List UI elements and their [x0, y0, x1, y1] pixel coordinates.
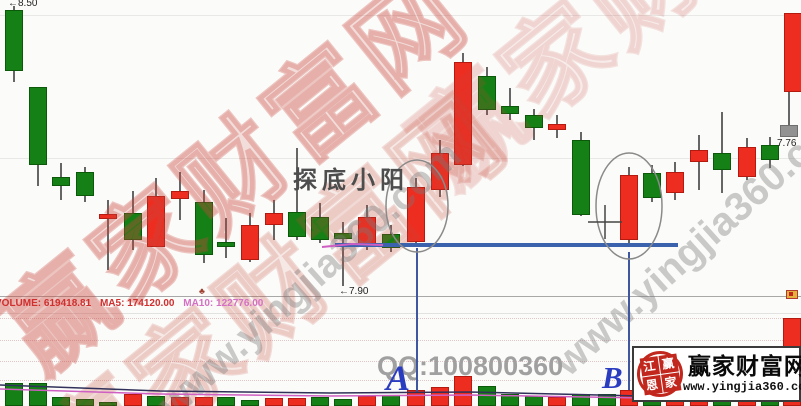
- price-high-label: ←8.50: [8, 0, 38, 9]
- volume-bar: [171, 397, 189, 406]
- candle-wick: [225, 218, 227, 258]
- volume-bar: [99, 402, 117, 406]
- candle: [99, 214, 117, 219]
- gridline: [0, 15, 801, 16]
- volume-bar: [76, 399, 94, 406]
- candle: [780, 125, 798, 137]
- candle-wick: [788, 92, 790, 137]
- candle: [620, 175, 638, 240]
- candle: [690, 150, 708, 162]
- volume-bar: [147, 396, 165, 406]
- candle: [407, 187, 425, 242]
- candle: [29, 87, 47, 165]
- volume-bar: [124, 394, 142, 406]
- point-b-label: B: [602, 360, 623, 395]
- volume-bar: [29, 383, 47, 406]
- volume-bar: [217, 397, 235, 406]
- volume-bar: [52, 397, 70, 406]
- candle: [643, 173, 661, 198]
- volume-bar: [241, 400, 259, 406]
- gridline: [0, 318, 801, 319]
- candle: [548, 124, 566, 130]
- logo-title: 赢家财富网: [687, 353, 801, 380]
- volume-bar: [288, 398, 306, 406]
- seal-char: 赢: [657, 353, 679, 374]
- volume-bar: [572, 394, 590, 406]
- candle: [761, 145, 779, 160]
- ma5-label: MA5: 174120.00: [99, 298, 175, 309]
- pane-separator: [0, 313, 801, 314]
- price-current-label: 7.76 ←: [777, 138, 801, 149]
- candle: [5, 10, 23, 71]
- seal-icon: 江 赢 恩 家: [634, 348, 686, 400]
- seal-char: 江: [639, 355, 660, 377]
- chart-marker-icon: ♣: [199, 286, 205, 296]
- candle: [241, 225, 259, 260]
- volume-bar: [501, 394, 519, 406]
- candle: [713, 153, 731, 170]
- candle: [288, 212, 306, 237]
- pane-separator: [0, 296, 801, 297]
- candle: [265, 213, 283, 225]
- volume-bar: [548, 397, 566, 406]
- volume-label: VOLUME: 619418.81: [0, 298, 92, 309]
- candle: [525, 115, 543, 128]
- candle: [431, 153, 449, 190]
- candle-wick: [721, 112, 723, 193]
- ma10-label: MA10: 122776.00: [183, 298, 264, 309]
- gridline: [0, 380, 801, 381]
- candle: [76, 172, 94, 196]
- gridline: [0, 340, 801, 341]
- point-a-label: A: [386, 358, 411, 398]
- seal-char: 恩: [641, 374, 663, 395]
- candle-wick: [107, 200, 109, 270]
- price-pane[interactable]: [0, 0, 801, 296]
- candle-wick: [296, 148, 298, 240]
- candle: [147, 196, 165, 247]
- volume-bar: [311, 397, 329, 406]
- candle: [572, 140, 590, 215]
- volume-bar: [431, 387, 449, 406]
- candle: [217, 242, 235, 247]
- candle-wick: [698, 135, 700, 190]
- candle-wick: [509, 88, 511, 120]
- price-low-label: ←7.90: [339, 286, 369, 297]
- candle: [666, 172, 684, 193]
- volume-bar: [478, 386, 496, 406]
- candle: [334, 233, 352, 239]
- candle: [358, 217, 376, 247]
- candle: [52, 177, 70, 186]
- volume-bar: [334, 399, 352, 406]
- candle: [382, 234, 400, 248]
- candle: [738, 147, 756, 177]
- candle: [311, 217, 329, 240]
- candle: [784, 13, 801, 92]
- logo-url: www.yingjia360.com: [683, 379, 801, 394]
- mini-logo-icon: [786, 290, 798, 299]
- volume-bar: [358, 396, 376, 406]
- candle: [501, 106, 519, 114]
- candle: [478, 76, 496, 110]
- gridline: [0, 158, 801, 159]
- volume-bar: [265, 398, 283, 406]
- volume-indicator-header: VOLUME: 619418.81 MA5: 174120.00 MA10: 1…: [0, 298, 263, 309]
- candle: [171, 191, 189, 199]
- candle: [124, 213, 142, 240]
- gridline: [0, 361, 801, 362]
- site-logo: 江 赢 恩 家 赢家财富网 www.yingjia360.com: [632, 346, 801, 402]
- candle: [454, 62, 472, 165]
- pattern-annotation: 探底小阳: [293, 168, 409, 194]
- volume-bar: [195, 397, 213, 406]
- volume-bar: [5, 383, 23, 406]
- seal-char: 家: [660, 371, 681, 393]
- volume-bar: [525, 396, 543, 406]
- candle-wick: [342, 222, 344, 286]
- qq-watermark: QQ:100800360: [377, 351, 564, 381]
- volume-bar: [598, 394, 616, 406]
- candle: [195, 202, 213, 255]
